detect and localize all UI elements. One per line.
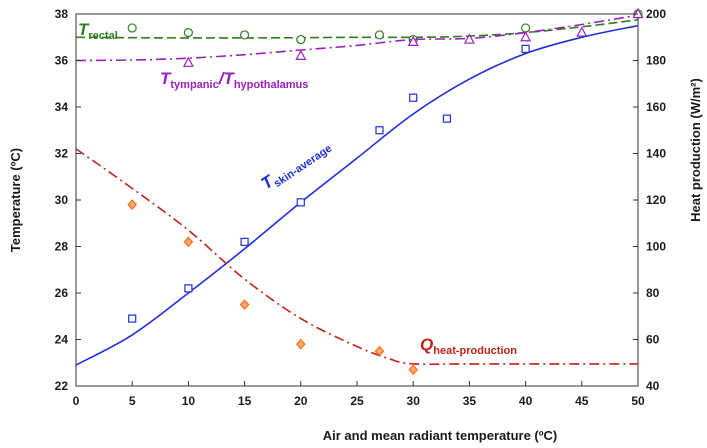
label-heat: Qheat-production <box>420 335 517 357</box>
x-axis: 0 5 10 15 20 25 30 35 40 45 50 <box>73 381 645 408</box>
data-point-rectal <box>127 23 137 33</box>
data-point-tympanic <box>407 35 419 47</box>
data-point-rectal <box>374 30 385 40</box>
x-tick-label: 40 <box>519 394 533 408</box>
series-line-rectal <box>75 19 639 39</box>
label-rectal-sub: rectal <box>88 30 117 42</box>
y-tick-label: 28 <box>55 240 69 254</box>
data-point-tympanic <box>632 7 644 19</box>
annotations: Trectal Ttympanic/Thypothalamus Tskin-av… <box>78 20 517 357</box>
x-tick-label: 50 <box>631 394 645 408</box>
y-tick-label: 32 <box>55 147 69 161</box>
data-point-tympanic <box>463 33 475 44</box>
label-tympanic: Ttympanic/Thypothalamus <box>160 69 308 91</box>
y2-tick-label: 140 <box>646 147 666 161</box>
label-rectal: Trectal <box>78 20 118 42</box>
data-point-skin <box>521 44 530 53</box>
label-skin: Tskin-average <box>258 134 335 196</box>
y-axis-title-left: Temperature (ºC) <box>8 148 23 252</box>
y-tick-label: 26 <box>55 286 69 300</box>
y2-tick-label: 180 <box>646 54 666 68</box>
series-line-tympanic <box>75 14 639 62</box>
data-point-tympanic <box>576 26 588 37</box>
data-point-heat <box>408 364 419 376</box>
y2-tick-label: 160 <box>646 100 666 114</box>
series-layer <box>75 7 644 376</box>
x-tick-label: 35 <box>463 394 477 408</box>
data-point-heat <box>183 236 194 248</box>
data-point-heat <box>374 345 385 357</box>
data-point-skin <box>409 93 418 102</box>
y2-tick-label: 120 <box>646 193 666 207</box>
y-axis-title-right: Heat production (W/m²) <box>688 78 703 222</box>
data-point-skin <box>442 114 452 123</box>
y-axis-right: 40 60 80 100 120 140 160 180 200 <box>633 7 666 393</box>
series-tympanic <box>75 7 644 67</box>
x-tick-label: 0 <box>73 394 80 408</box>
label-heat-sub: heat-production <box>433 345 517 357</box>
data-point-heat <box>295 338 306 350</box>
data-point-heat <box>127 199 138 211</box>
y2-tick-label: 40 <box>646 379 660 393</box>
y2-tick-label: 100 <box>646 240 666 254</box>
data-point-heat <box>239 299 250 311</box>
x-axis-title: Air and mean radiant temperature (ºC) <box>323 428 557 443</box>
label-tympanic-sub: tympanic <box>170 79 218 91</box>
y2-tick-label: 200 <box>646 7 666 21</box>
x-tick-label: 30 <box>407 394 421 408</box>
label-hypothalamus-main: T <box>223 69 235 88</box>
series-line-skin <box>75 24 639 366</box>
y2-tick-label: 80 <box>646 286 660 300</box>
label-heat-main: Q <box>420 335 433 354</box>
y2-tick-label: 60 <box>646 333 660 347</box>
data-point-rectal <box>296 34 306 45</box>
label-hypothalamus-sub: hypothalamus <box>234 79 309 91</box>
y-tick-label: 36 <box>55 54 69 68</box>
x-tick-label: 20 <box>294 394 308 408</box>
y-tick-label: 34 <box>55 100 69 114</box>
data-point-skin <box>184 284 193 293</box>
label-tympanic-main: T <box>160 69 172 88</box>
y-tick-label: 24 <box>55 333 69 347</box>
y-axis-left: 22 24 26 28 30 32 34 36 38 <box>55 7 81 393</box>
data-point-skin <box>296 198 305 207</box>
y-tick-label: 38 <box>55 7 69 21</box>
data-point-tympanic <box>520 30 532 42</box>
y-tick-label: 22 <box>55 379 69 393</box>
x-tick-label: 5 <box>129 394 136 408</box>
data-point-tympanic <box>295 49 307 60</box>
data-point-rectal <box>183 27 193 38</box>
y-tick-label: 30 <box>55 193 69 207</box>
x-tick-label: 15 <box>238 394 252 408</box>
x-tick-label: 10 <box>182 394 196 408</box>
series-line-heat <box>75 148 638 366</box>
data-point-tympanic <box>182 56 194 67</box>
data-point-skin <box>375 126 384 135</box>
data-point-rectal <box>520 23 531 33</box>
label-rectal-main: T <box>78 20 90 39</box>
label-tympanic-sep: / <box>218 69 226 88</box>
series-rectal <box>75 9 643 45</box>
data-point-skin <box>240 237 249 246</box>
data-point-rectal <box>240 30 250 40</box>
x-tick-label: 25 <box>350 394 364 408</box>
series-skin <box>75 24 639 366</box>
data-point-skin <box>128 314 137 323</box>
series-heat <box>75 148 638 376</box>
x-tick-label: 45 <box>575 394 589 408</box>
